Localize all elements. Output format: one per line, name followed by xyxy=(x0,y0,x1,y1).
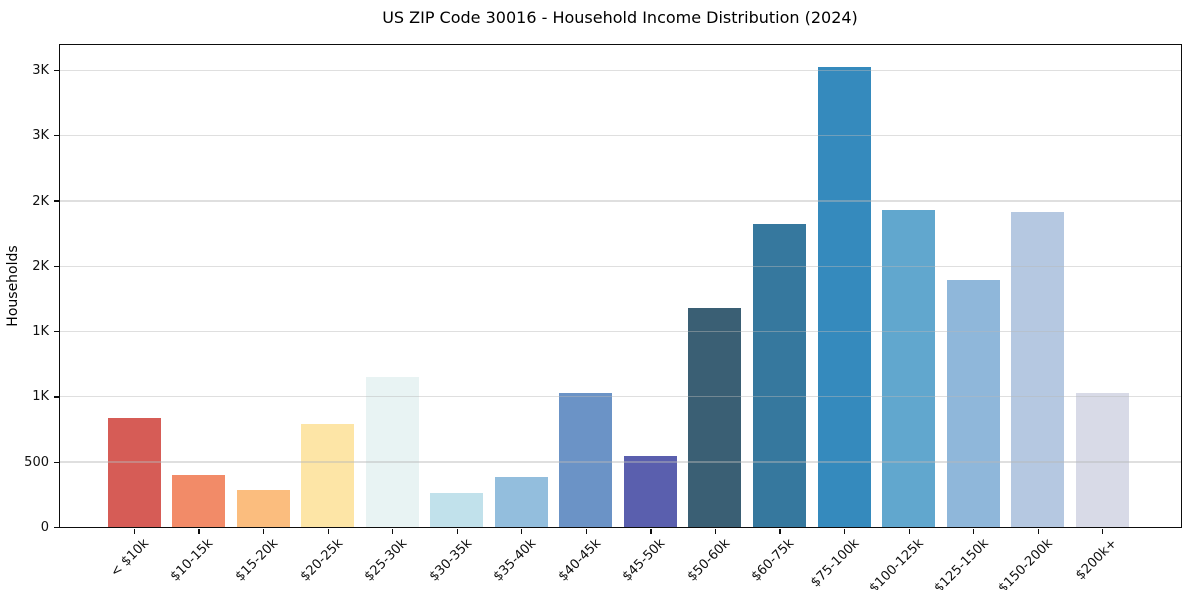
grid-layer xyxy=(59,45,1181,527)
bars-layer xyxy=(60,45,1182,527)
bar xyxy=(753,223,806,527)
bar xyxy=(688,308,742,527)
bar xyxy=(430,493,484,527)
x-tick-mark xyxy=(198,528,200,534)
x-tick-label: $150-200k xyxy=(995,536,1056,590)
x-tick-mark xyxy=(456,528,458,534)
x-tick-mark xyxy=(1102,528,1104,534)
x-tick-mark xyxy=(585,528,588,534)
x-tick-mark xyxy=(392,528,394,534)
bar xyxy=(623,456,677,527)
x-tick-label: $125-150k xyxy=(931,536,992,590)
x-tick-mark xyxy=(263,528,265,534)
y-tick-label: 3K xyxy=(32,128,49,144)
gridline xyxy=(59,265,1181,267)
y-tick-label: 1K xyxy=(32,389,49,405)
x-tick-mark xyxy=(650,528,652,534)
bar xyxy=(946,279,1000,527)
gridline xyxy=(59,330,1181,333)
x-tick-mark xyxy=(843,528,846,534)
y-tick-mark xyxy=(53,396,59,398)
y-tick-mark xyxy=(53,461,59,463)
x-tick-label: $75-100k xyxy=(807,536,863,590)
y-tick-label: 500 xyxy=(24,454,49,470)
x-tick-label: $200k+ xyxy=(1073,536,1121,584)
x-tick-mark xyxy=(908,528,910,534)
y-tick-mark xyxy=(53,331,59,333)
x-tick-label: < $10k xyxy=(108,536,153,581)
x-tick-label: $10-15k xyxy=(168,536,217,585)
bar xyxy=(236,489,290,527)
x-tick-mark xyxy=(133,528,136,534)
y-tick-label: 3K xyxy=(32,62,49,78)
y-tick-mark xyxy=(53,526,59,529)
y-tick-label: 1K xyxy=(32,324,49,340)
bar xyxy=(559,393,613,527)
x-tick-mark xyxy=(973,528,975,534)
bar xyxy=(817,66,871,527)
x-tick-label: $25-30k xyxy=(361,536,411,585)
gridline xyxy=(59,69,1181,71)
x-tick-label: $20-25k xyxy=(297,536,346,585)
x-tick-mark xyxy=(327,528,329,534)
y-tick-mark xyxy=(53,69,59,72)
y-tick-mark xyxy=(53,200,59,202)
bar xyxy=(1011,212,1065,527)
chart-title: US ZIP Code 30016 - Household Income Dis… xyxy=(382,8,858,27)
bar xyxy=(107,418,161,527)
gridline xyxy=(59,461,1181,463)
bar xyxy=(494,476,548,527)
x-tick-label: $50-60k xyxy=(684,536,734,585)
bar xyxy=(301,424,355,527)
x-tick-label: $15-20k xyxy=(232,536,282,585)
x-tick-label: $60-75k xyxy=(749,536,798,585)
x-tick-label: $100-125k xyxy=(866,536,927,590)
plot-area xyxy=(58,44,1182,528)
x-tick-label: $35-40k xyxy=(490,536,540,585)
y-tick-label: 0 xyxy=(40,520,49,535)
bar xyxy=(172,474,226,527)
gridline xyxy=(59,134,1181,137)
x-tick-label: $40-45k xyxy=(555,536,604,585)
x-tick-mark xyxy=(1037,528,1039,534)
bar xyxy=(882,210,936,527)
y-tick-mark xyxy=(53,265,59,267)
x-tick-mark xyxy=(714,528,717,534)
y-tick-label: 2K xyxy=(32,193,49,209)
x-tick-mark xyxy=(521,528,523,534)
bar xyxy=(1075,392,1129,527)
x-tick-label: $30-35k xyxy=(426,536,475,585)
y-tick-label: 2K xyxy=(32,258,49,274)
gridline xyxy=(59,200,1181,202)
bar xyxy=(365,376,419,527)
x-tick-mark xyxy=(779,528,781,534)
x-tick-label: $45-50k xyxy=(620,536,669,585)
gridline xyxy=(59,396,1181,398)
y-tick-mark xyxy=(53,135,59,137)
